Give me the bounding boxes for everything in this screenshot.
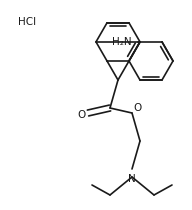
Text: O: O bbox=[133, 103, 141, 113]
Text: O: O bbox=[78, 110, 86, 120]
Text: H₂N: H₂N bbox=[112, 37, 132, 47]
Text: N: N bbox=[128, 174, 136, 184]
Text: HCl: HCl bbox=[18, 17, 36, 27]
